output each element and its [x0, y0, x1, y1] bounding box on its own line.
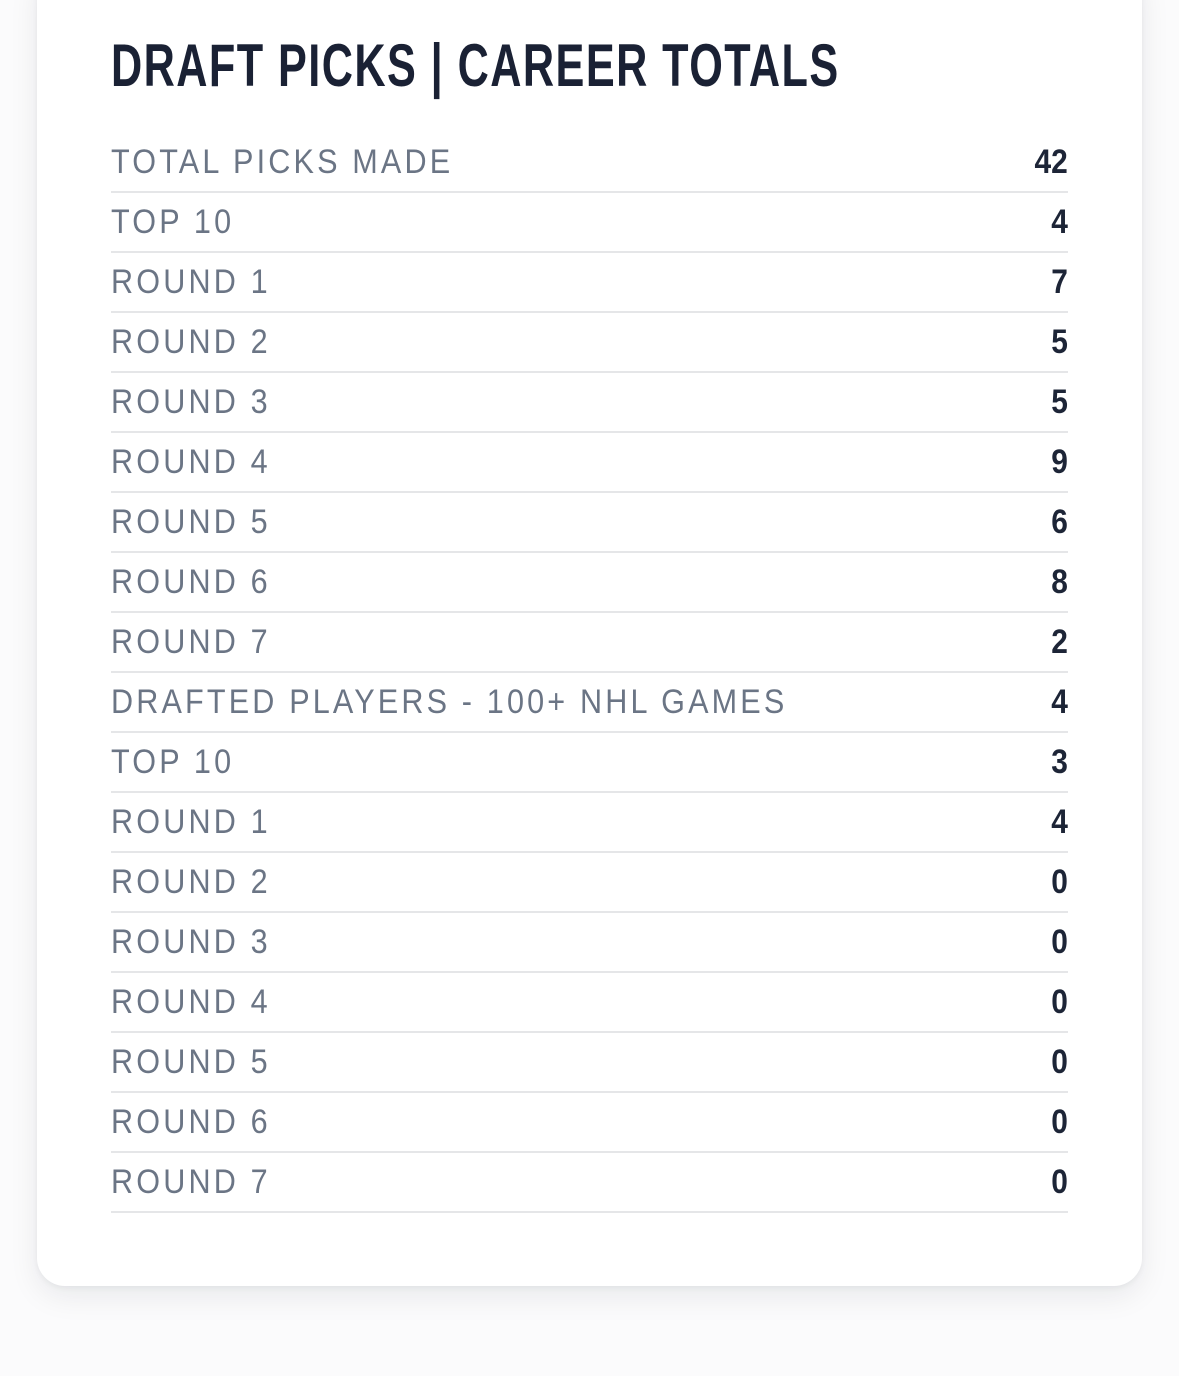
- stat-value: 0: [1051, 982, 1068, 1021]
- stat-label: ROUND 5: [111, 502, 271, 541]
- stat-value: 4: [1051, 682, 1068, 721]
- stat-label: ROUND 6: [111, 1102, 271, 1141]
- stat-value: 0: [1051, 1162, 1068, 1201]
- stat-row: ROUND 2 0: [111, 853, 1068, 913]
- stat-value: 7: [1051, 262, 1068, 301]
- stat-row: DRAFTED PLAYERS - 100+ NHL GAMES 4: [111, 673, 1068, 733]
- stat-value: 6: [1051, 502, 1068, 541]
- stat-row: ROUND 6 8: [111, 553, 1068, 613]
- stat-value: 8: [1051, 562, 1068, 601]
- draft-picks-career-totals-card: DRAFT PICKS | CAREER TOTALS TOTAL PICKS …: [37, 0, 1142, 1286]
- stat-label: ROUND 1: [111, 262, 271, 301]
- stat-row: ROUND 2 5: [111, 313, 1068, 373]
- stat-label: TOTAL PICKS MADE: [111, 142, 454, 181]
- stat-value: 4: [1051, 802, 1068, 841]
- stat-row: TOTAL PICKS MADE 42: [111, 133, 1068, 193]
- stat-value: 9: [1051, 442, 1068, 481]
- stat-row: ROUND 5 0: [111, 1033, 1068, 1093]
- stats-list: TOTAL PICKS MADE 42 TOP 10 4 ROUND 1 7 R…: [111, 133, 1068, 1213]
- stat-label: TOP 10: [111, 202, 235, 241]
- stat-row: ROUND 4 0: [111, 973, 1068, 1033]
- stat-row: ROUND 7 2: [111, 613, 1068, 673]
- stat-label: ROUND 3: [111, 382, 271, 421]
- stat-value: 0: [1051, 1102, 1068, 1141]
- stat-label: ROUND 7: [111, 622, 271, 661]
- stat-row: ROUND 4 9: [111, 433, 1068, 493]
- stat-row: TOP 10 3: [111, 733, 1068, 793]
- stat-label: ROUND 7: [111, 1162, 271, 1201]
- stat-row: ROUND 3 5: [111, 373, 1068, 433]
- stat-label: TOP 10: [111, 742, 235, 781]
- stat-value: 2: [1051, 622, 1068, 661]
- stat-value: 0: [1051, 922, 1068, 961]
- stat-row: ROUND 5 6: [111, 493, 1068, 553]
- stat-row: ROUND 3 0: [111, 913, 1068, 973]
- stat-label: ROUND 4: [111, 442, 271, 481]
- stat-value: 0: [1051, 1042, 1068, 1081]
- stat-label: DRAFTED PLAYERS - 100+ NHL GAMES: [111, 682, 788, 721]
- stat-label: ROUND 3: [111, 922, 271, 961]
- stat-row: ROUND 1 4: [111, 793, 1068, 853]
- stat-value: 5: [1051, 322, 1068, 361]
- stat-row: ROUND 7 0: [111, 1153, 1068, 1213]
- stat-row: ROUND 1 7: [111, 253, 1068, 313]
- stat-label: ROUND 4: [111, 982, 271, 1021]
- stat-value: 4: [1051, 202, 1068, 241]
- card-title: DRAFT PICKS | CAREER TOTALS: [111, 32, 840, 99]
- stat-value: 42: [1034, 142, 1068, 181]
- stat-row: ROUND 6 0: [111, 1093, 1068, 1153]
- stat-row: TOP 10 4: [111, 193, 1068, 253]
- stat-label: ROUND 1: [111, 802, 271, 841]
- stat-label: ROUND 2: [111, 322, 271, 361]
- stat-value: 0: [1051, 862, 1068, 901]
- stat-label: ROUND 2: [111, 862, 271, 901]
- stat-label: ROUND 6: [111, 562, 271, 601]
- stat-value: 5: [1051, 382, 1068, 421]
- stat-label: ROUND 5: [111, 1042, 271, 1081]
- stat-value: 3: [1051, 742, 1068, 781]
